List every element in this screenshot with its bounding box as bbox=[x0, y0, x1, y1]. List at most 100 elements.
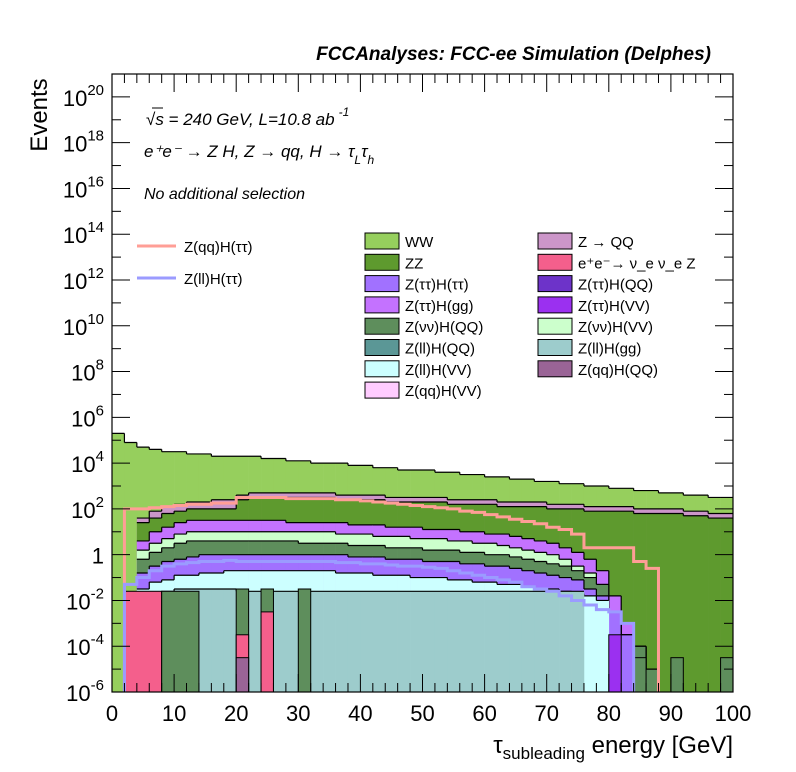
legend-fill-label: e⁺e⁻→ ν_e ν_e Z bbox=[578, 255, 696, 272]
legend-fill-label: Z(ll)H(gg) bbox=[578, 341, 641, 358]
stack-bin bbox=[397, 591, 411, 692]
line-series bbox=[122, 495, 660, 692]
stack-bin bbox=[484, 591, 498, 692]
y-tick-label: 1012 bbox=[63, 265, 104, 294]
stack-bin bbox=[708, 518, 721, 692]
hist-bar bbox=[633, 657, 647, 692]
x-tick-label: 20 bbox=[224, 701, 248, 726]
legend-fill-label: Z(ττ)H(ττ) bbox=[405, 277, 469, 294]
annotation-energy-text: √s = 240 GeV, L=10.8 ab bbox=[146, 110, 335, 129]
x-tick-label: 0 bbox=[106, 701, 118, 726]
stack-bin bbox=[112, 433, 125, 692]
stack-bin bbox=[223, 589, 237, 692]
hist-bar bbox=[608, 634, 622, 692]
legend-fill-swatch bbox=[364, 381, 400, 399]
y-tick-label: 1018 bbox=[63, 128, 104, 157]
legend-fill-label: WW bbox=[405, 234, 434, 251]
hist-bar bbox=[670, 657, 684, 692]
hist-bar bbox=[720, 657, 733, 692]
legend-fill-label: Z(ττ)H(QQ) bbox=[578, 277, 653, 294]
legend-fill-swatch bbox=[364, 275, 400, 293]
x-tick-label: 90 bbox=[659, 701, 683, 726]
stack-bin bbox=[285, 591, 299, 692]
legend-fill-label: Z(νν)H(QQ) bbox=[405, 319, 483, 336]
y-tick-label: 1010 bbox=[63, 311, 104, 340]
legend-fill-swatch bbox=[537, 360, 573, 378]
stack-bin bbox=[646, 669, 659, 692]
stack-bin bbox=[385, 591, 398, 692]
legend-fill-label: Z(ll)H(QQ) bbox=[405, 341, 475, 358]
x-tick-label: 70 bbox=[534, 701, 558, 726]
y-tick-label: 104 bbox=[71, 448, 104, 477]
y-tick-label: 108 bbox=[71, 357, 104, 386]
stack-bin bbox=[211, 589, 225, 692]
stack-bin bbox=[410, 591, 423, 692]
legend-fill-swatch bbox=[364, 339, 400, 356]
legend-fill-swatch bbox=[537, 275, 573, 293]
legend-line-label: Z(ll)H(ττ) bbox=[184, 271, 243, 288]
hist-bar bbox=[235, 657, 250, 692]
stack-bin bbox=[583, 595, 597, 692]
stack-outline bbox=[136, 570, 609, 602]
annotation-process-sub2: h bbox=[367, 153, 374, 167]
y-tick-label: 10-2 bbox=[66, 585, 104, 614]
stack-bin bbox=[521, 591, 535, 692]
legend-fill-label: Z(ττ)H(gg) bbox=[405, 298, 474, 315]
annotation-process-sub1: L bbox=[354, 153, 361, 167]
stack-bin bbox=[670, 513, 684, 692]
stack-bin bbox=[434, 591, 448, 692]
stack-outline bbox=[112, 432, 733, 499]
stack-bin bbox=[621, 634, 634, 692]
annotation-process: e⁺e⁻ → Z H, Z → qq, H → τLτh bbox=[144, 142, 374, 167]
stack-bin bbox=[422, 591, 436, 692]
stack-bin bbox=[497, 591, 510, 692]
hist-bar bbox=[260, 611, 274, 692]
hist-bar bbox=[297, 588, 312, 692]
legend-fill-swatch bbox=[537, 296, 573, 314]
x-tick-label: 50 bbox=[410, 701, 434, 726]
stack-bin bbox=[571, 591, 585, 692]
legend-fill-swatch bbox=[537, 232, 573, 250]
stack-bin bbox=[472, 591, 485, 692]
legend-fill-swatch bbox=[364, 296, 400, 314]
stack-bin bbox=[534, 591, 547, 692]
y-axis-label: Events bbox=[26, 78, 53, 151]
annotation-selection: No additional selection bbox=[144, 186, 305, 203]
stack-outline bbox=[136, 492, 733, 519]
legend-fill-label: Z(ττ)H(VV) bbox=[578, 298, 650, 315]
y-tick-label: 1014 bbox=[63, 219, 104, 248]
legend-fill-swatch bbox=[537, 317, 573, 335]
stack-bin bbox=[596, 600, 610, 692]
chart-title: FCCAnalyses: FCC-ee Simulation (Delphes) bbox=[316, 44, 711, 65]
stack-bin bbox=[546, 591, 560, 692]
x-axis-label: τsubleading energy [GeV] bbox=[493, 732, 733, 763]
legend-fill-swatch bbox=[537, 339, 573, 356]
stack-outline bbox=[136, 540, 659, 670]
annotation-process-mid: τ bbox=[361, 142, 369, 161]
axis-ticks: 0 10 20 30 40 50 60 70 80 90 100102010181016101410… bbox=[63, 73, 751, 726]
x-tick-label: 10 bbox=[162, 701, 186, 726]
y-tick-label: 1020 bbox=[63, 82, 104, 111]
stack-bin bbox=[658, 513, 672, 692]
legend-fill-label: Z(qq)H(QQ) bbox=[578, 362, 658, 379]
y-tick-label: 102 bbox=[71, 494, 104, 523]
stack-bin bbox=[198, 589, 212, 692]
x-tick-label: 60 bbox=[472, 701, 496, 726]
stack-bin bbox=[360, 591, 374, 692]
stack-bin bbox=[273, 591, 287, 692]
stack-bin bbox=[509, 591, 523, 692]
legend-fill-label: Z(qq)H(VV) bbox=[405, 383, 482, 400]
stack-bin bbox=[683, 515, 697, 692]
hist-bar bbox=[161, 590, 200, 692]
y-tick-label: 10-4 bbox=[66, 631, 104, 660]
stack-outline bbox=[136, 554, 634, 636]
x-tick-label: 40 bbox=[348, 701, 372, 726]
legend-fill-label: Z(νν)H(VV) bbox=[578, 319, 653, 336]
legend: Z(qq)H(ττ) Z(ll)H(ττ) WW Z → QQ ZZ e⁺e⁻→ ν_e … bbox=[137, 232, 696, 400]
annotation-energy-sup: -1 bbox=[339, 105, 350, 119]
stack-bin bbox=[372, 591, 386, 692]
stack-bin bbox=[248, 591, 262, 692]
y-tick-label: 10-6 bbox=[66, 677, 104, 706]
annotation-energy: √s = 240 GeV, L=10.8 ab -1 bbox=[146, 105, 349, 129]
